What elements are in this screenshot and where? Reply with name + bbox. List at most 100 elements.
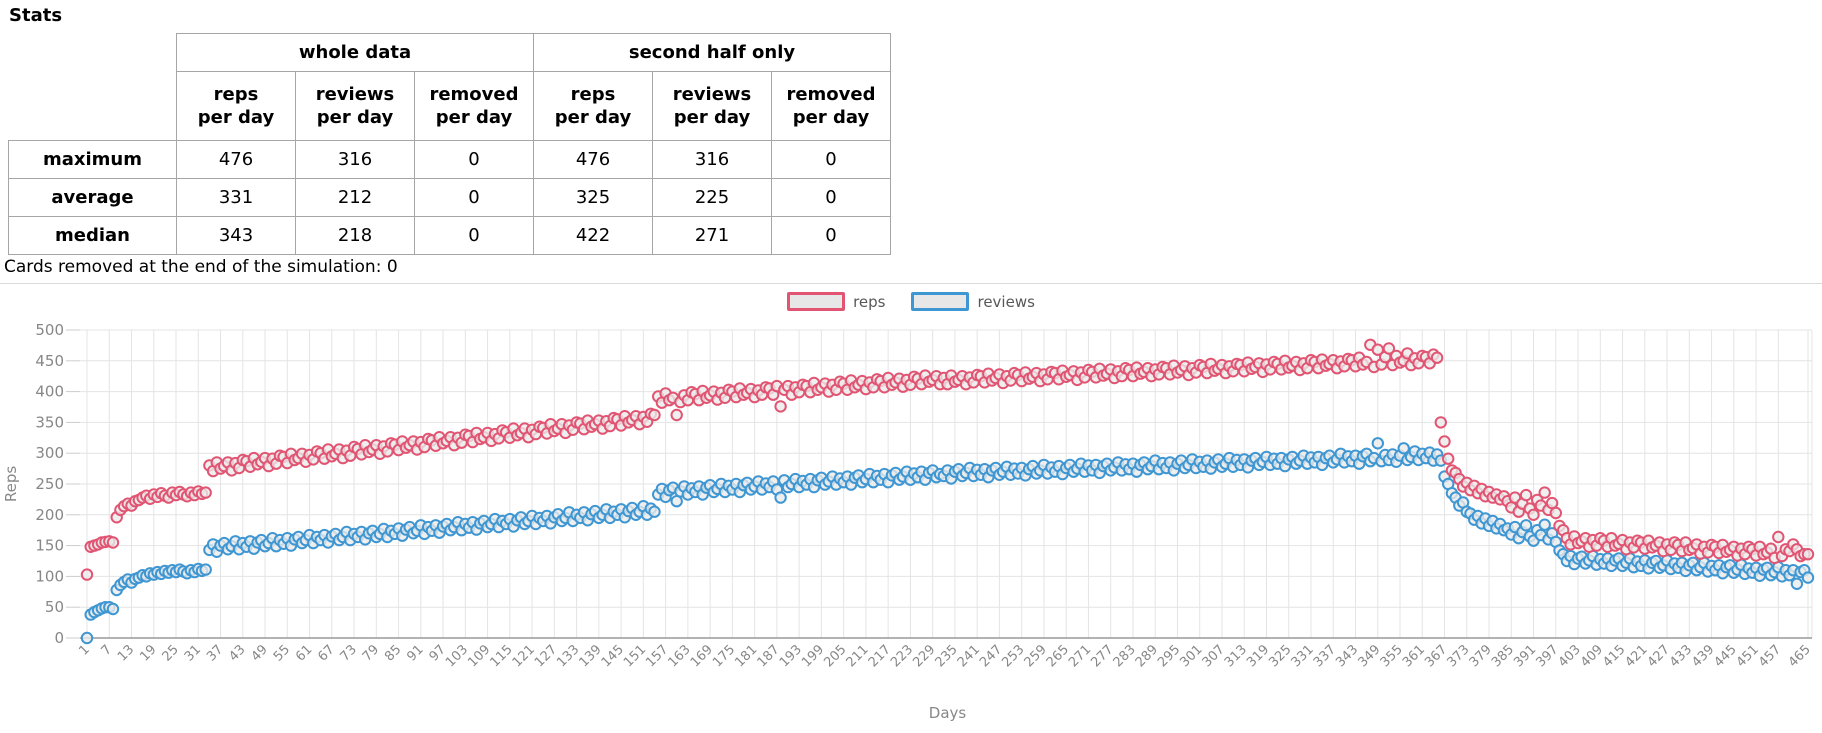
- x-tick-label-group: 259: [1022, 642, 1050, 670]
- y-tick-label: 300: [35, 444, 64, 462]
- data-point-reps: [1527, 508, 1540, 521]
- data-point-reviews: [199, 563, 212, 576]
- data-point-reps: [1772, 530, 1785, 544]
- x-tick-label: 73: [338, 642, 360, 664]
- data-point-reps: [1442, 452, 1455, 465]
- y-tick-label: 400: [35, 383, 64, 401]
- stat-value-cell: 0: [771, 216, 891, 255]
- x-tick-label: 205: [821, 642, 849, 670]
- y-tick-label: 200: [35, 506, 64, 524]
- x-tick-label: 127: [532, 642, 560, 670]
- x-tick-label-group: 205: [821, 642, 849, 670]
- x-tick-label-group: 55: [271, 642, 293, 664]
- col-header-reviews-whole: reviews per day: [295, 71, 415, 141]
- x-tick-label-group: 7: [99, 642, 115, 658]
- x-tick-label-group: 199: [799, 642, 827, 670]
- data-point-reps: [1545, 496, 1559, 510]
- x-tick-label: 331: [1289, 642, 1317, 670]
- group-header-second-half: second half only: [533, 33, 891, 72]
- x-tick-label: 193: [777, 642, 805, 670]
- legend-item-reviews[interactable]: reviews: [911, 292, 1035, 311]
- y-tick-label: 150: [35, 537, 64, 555]
- x-tick-label-group: 103: [443, 642, 471, 670]
- x-tick-label: 259: [1022, 642, 1050, 670]
- x-tick-label: 439: [1689, 642, 1717, 670]
- x-tick-label: 397: [1533, 642, 1561, 670]
- x-tick-label: 181: [732, 642, 760, 670]
- stat-value-cell: 218: [295, 216, 415, 255]
- x-tick-label-group: 465: [1786, 642, 1814, 670]
- row-label: maximum: [8, 140, 177, 179]
- data-point-reps: [80, 568, 94, 581]
- x-tick-label: 139: [577, 642, 605, 670]
- col-header-reviews-second: reviews per day: [652, 71, 772, 141]
- x-tick-label: 7: [99, 642, 115, 658]
- x-tick-label: 247: [977, 642, 1005, 670]
- data-point-reps: [1549, 506, 1563, 520]
- x-tick-label-group: 217: [866, 642, 894, 670]
- stat-value-cell: 343: [176, 216, 296, 255]
- x-tick-label-group: 253: [999, 642, 1027, 670]
- x-tick-label-group: 25: [160, 642, 182, 664]
- x-tick-label: 433: [1667, 642, 1695, 670]
- y-tick-label: 50: [45, 598, 64, 616]
- x-tick-label-group: 385: [1489, 642, 1517, 670]
- x-tick-label-group: 373: [1444, 642, 1472, 670]
- x-tick-label: 223: [888, 642, 916, 670]
- data-point-reviews: [80, 631, 94, 645]
- stat-value-cell: 212: [295, 178, 415, 217]
- page-title: Stats: [9, 5, 63, 26]
- x-tick-label-group: 163: [666, 642, 694, 670]
- x-tick-label-group: 277: [1088, 642, 1116, 670]
- x-tick-label: 235: [933, 642, 961, 670]
- x-tick-label-group: 193: [777, 642, 805, 670]
- x-tick-label: 55: [271, 642, 293, 664]
- col-header-reps-second: reps per day: [533, 71, 653, 141]
- x-tick-label-group: 187: [755, 642, 783, 670]
- x-tick-label: 295: [1155, 642, 1183, 670]
- x-tick-label: 313: [1222, 642, 1250, 670]
- data-point-reps: [1519, 488, 1533, 502]
- data-point-reps: [774, 400, 787, 413]
- x-tick-label-group: 43: [226, 642, 248, 664]
- x-tick-label: 283: [1111, 642, 1139, 670]
- reps-legend-label: reps: [853, 292, 886, 311]
- data-point-reps: [1434, 416, 1448, 429]
- x-tick-label-group: 235: [933, 642, 961, 670]
- row-label: median: [8, 216, 177, 255]
- x-tick-label: 241: [955, 642, 983, 670]
- x-tick-label-group: 403: [1556, 642, 1584, 670]
- x-tick-label-group: 133: [554, 642, 582, 670]
- data-point-reviews: [1538, 518, 1551, 531]
- x-tick-label: 31: [182, 642, 204, 664]
- x-tick-label: 91: [404, 642, 426, 664]
- x-tick-label: 343: [1333, 642, 1361, 670]
- legend-item-reps[interactable]: reps: [787, 292, 885, 311]
- data-point-reps: [106, 536, 120, 549]
- x-tick-label-group: 121: [510, 642, 538, 670]
- x-tick-label: 361: [1400, 642, 1428, 670]
- table-row: average 331 212 0 325 225 0: [8, 178, 891, 217]
- col-header-reps-whole: reps per day: [176, 71, 296, 141]
- data-point-reviews: [774, 491, 787, 504]
- cards-removed-note: Cards removed at the end of the simulati…: [4, 257, 398, 277]
- x-tick-label-group: 169: [688, 642, 716, 670]
- y-axis-title: Reps: [2, 466, 20, 502]
- stat-value-cell: 0: [414, 216, 534, 255]
- x-tick-label-group: 31: [182, 642, 204, 664]
- x-tick-label: 133: [554, 642, 582, 670]
- x-tick-label-group: 91: [404, 642, 426, 664]
- x-tick-label: 445: [1711, 642, 1739, 670]
- x-tick-label: 427: [1645, 642, 1673, 670]
- x-tick-label: 121: [510, 642, 538, 670]
- x-tick-label-group: 313: [1222, 642, 1250, 670]
- x-tick-label: 229: [910, 642, 938, 670]
- x-tick-label: 349: [1355, 642, 1383, 670]
- x-tick-label-group: 307: [1200, 642, 1228, 670]
- y-tick-label: 350: [35, 413, 64, 431]
- x-tick-label: 103: [443, 642, 471, 670]
- x-tick-label: 49: [249, 642, 271, 664]
- data-point-reps: [199, 486, 212, 499]
